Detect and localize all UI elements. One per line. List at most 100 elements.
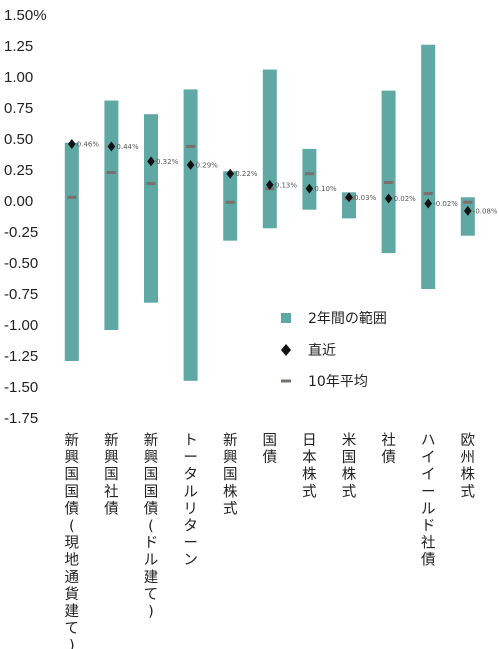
category-label-char: 建	[65, 603, 80, 620]
category-label-char: 式	[461, 483, 476, 500]
latest-marker	[68, 138, 76, 149]
category-label-char: 国	[65, 467, 80, 483]
category-label-char: 新	[223, 432, 238, 449]
category-label-char: 債	[421, 552, 436, 569]
category-label-char: 興	[65, 449, 80, 466]
y-tick-label: -0.75	[4, 286, 38, 303]
category-label-char: タ	[183, 518, 198, 535]
category-label-char: 興	[223, 449, 238, 466]
category-labels: 新興国国債(現地通貨建て)新興国社債新興国国債(ドル建て)トータルリターン新興国…	[65, 432, 476, 649]
category-label-char: 現	[65, 536, 80, 552]
category-label-char: 国	[263, 433, 278, 449]
category-label-char: ル	[421, 501, 436, 517]
latest-marker	[384, 193, 393, 204]
latest-value-label: 0.29%	[196, 162, 219, 170]
category-label-char: イ	[421, 467, 436, 483]
average-marker	[186, 144, 196, 148]
category-label-char: 債	[263, 449, 278, 466]
range-bar	[381, 90, 396, 254]
category-label-char: (	[148, 519, 154, 535]
category-label-char: て	[65, 621, 80, 637]
latest-marker	[107, 141, 116, 152]
latest-marker	[266, 179, 274, 190]
average-marker	[304, 172, 314, 176]
category-label-char: 株	[461, 466, 476, 483]
latest-value-label: 0.10%	[314, 185, 337, 193]
range-bar	[223, 171, 238, 241]
category-label-char: ー	[183, 536, 198, 552]
category-label-char: 株	[342, 466, 357, 483]
category-label-char: 社	[104, 483, 119, 500]
category-label-char: 国	[65, 484, 80, 500]
y-tick-label: 0.50	[4, 131, 33, 148]
category-label-char: 新	[104, 432, 119, 449]
category-label-char: 債	[144, 500, 159, 517]
category-label-char: 建	[144, 569, 159, 586]
average-marker	[423, 192, 433, 196]
category-label-char: イ	[421, 450, 436, 466]
latest-value-label: -0.02%	[433, 200, 458, 208]
latest-value-label: 0.44%	[116, 143, 139, 151]
latest-value-label: 0.32%	[156, 158, 179, 166]
category-label-char: 興	[144, 449, 159, 466]
range-bar	[421, 44, 436, 290]
range-bar	[302, 148, 317, 210]
category-label-char: 欧	[461, 432, 476, 449]
y-tick-label: 0.75	[4, 100, 33, 117]
average-marker	[146, 182, 156, 186]
y-tick-label: -1.25	[4, 348, 38, 365]
category-label-char: 地	[65, 552, 80, 569]
range-bar	[144, 114, 158, 303]
category-label-char: )	[148, 604, 154, 620]
latest-marker	[186, 160, 195, 171]
y-tick-label: 0.00	[4, 193, 33, 210]
category-label-char: 本	[302, 449, 317, 466]
category-label-char: 米	[342, 432, 357, 449]
category-label-char: ド	[144, 536, 159, 552]
category-label-char: 国	[144, 484, 159, 500]
average-marker	[106, 170, 116, 174]
latest-value-label: 0.03%	[354, 194, 377, 202]
y-tick-label: 1.50%	[4, 7, 47, 24]
category-label-char: 国	[144, 467, 159, 483]
category-label-char: 式	[302, 483, 317, 500]
legend-range-swatch	[281, 313, 291, 323]
category-label-char: ド	[421, 519, 436, 535]
latest-marker	[424, 198, 432, 209]
average-marker	[67, 195, 77, 199]
category-label-char: タ	[183, 466, 198, 483]
category-label-char: ー	[421, 484, 436, 500]
category-label-char: 国	[223, 467, 238, 483]
average-marker	[225, 200, 235, 204]
category-label-char: 式	[342, 483, 357, 500]
category-label-char: ハ	[421, 433, 436, 449]
category-label-char: 州	[461, 450, 476, 466]
category-label-char: 国	[342, 450, 357, 466]
latest-marker	[147, 156, 155, 167]
legend-label: 2年間の範囲	[308, 310, 387, 327]
latest-value-label: 0.22%	[235, 170, 258, 178]
y-tick-label: -0.25	[4, 224, 38, 241]
legend-label: 直近	[308, 342, 336, 359]
y-tick-label: -1.75	[4, 410, 38, 427]
category-label-char: 債	[65, 500, 80, 517]
range-bar	[460, 197, 475, 236]
legend-average-swatch	[281, 379, 291, 383]
y-tick-label: -1.00	[4, 317, 38, 334]
category-label-char: 国	[104, 467, 119, 483]
category-label-char: 債	[381, 449, 396, 466]
y-tick-label: 1.25	[4, 38, 33, 55]
latest-marker	[226, 168, 234, 179]
range-bar	[64, 142, 79, 361]
latest-marker	[345, 192, 353, 203]
range-bars: 0.46% 0.44% 0.32% 0.29% 0.22% 0.13% 0.10% 0.03%…	[64, 44, 498, 381]
category-label-char: 通	[65, 569, 80, 586]
category-label-char: 新	[65, 432, 80, 449]
latest-value-label: 0.46%	[77, 140, 100, 148]
average-marker	[384, 180, 394, 184]
category-label-char: 債	[104, 500, 119, 517]
category-label-char: 株	[302, 466, 317, 483]
category-label-char: ン	[183, 553, 198, 569]
